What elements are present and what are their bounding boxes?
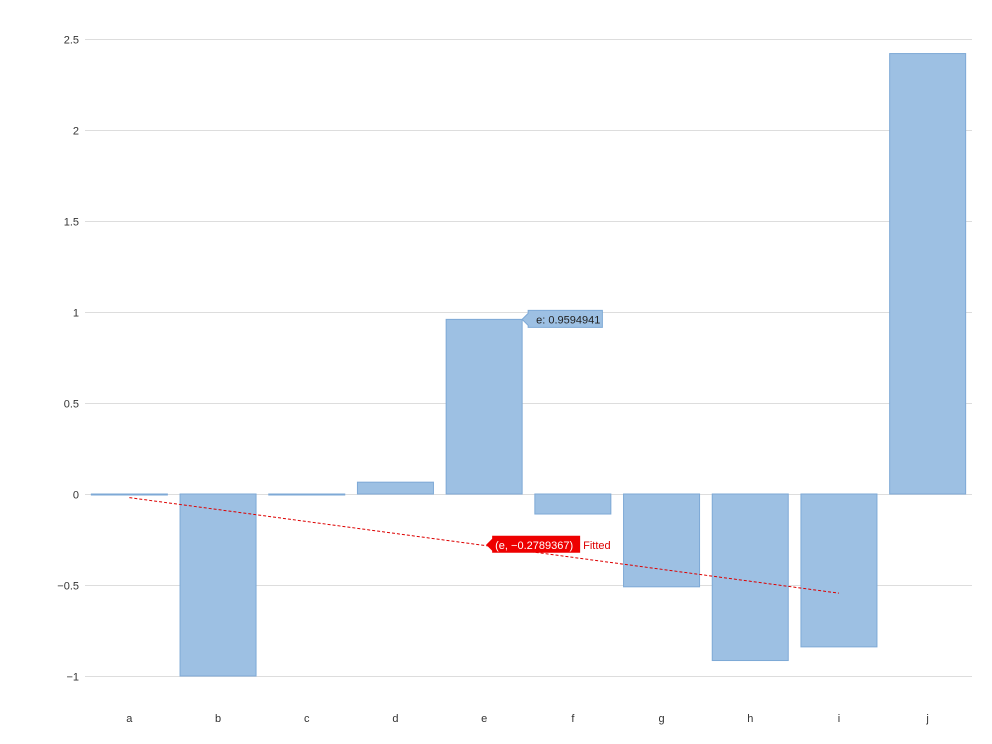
x-tick-label: g <box>658 713 664 725</box>
bar-tooltip-text: e: 0.9594941 <box>536 314 600 326</box>
bar-g[interactable] <box>623 493 701 588</box>
y-tick-label: 0 <box>73 490 79 502</box>
x-tick-label: d <box>392 713 398 725</box>
x-tick-label: b <box>215 713 221 725</box>
y-tick-label: 2.5 <box>64 35 79 47</box>
y-tick-label: 2 <box>73 126 79 138</box>
x-tick-label: c <box>304 713 310 725</box>
x-tick-label: e <box>481 713 487 725</box>
fitted-line-layer <box>129 497 840 594</box>
y-tick-label: 1 <box>73 308 79 320</box>
bar-a[interactable] <box>90 493 168 496</box>
bar-i[interactable] <box>800 493 878 648</box>
fit-tooltip-label: Fitted <box>583 540 611 552</box>
bars <box>90 53 967 677</box>
fit-tooltip-text: (e, −0.2789367) <box>495 540 573 552</box>
bar-value-tooltip: e: 0.9594941 <box>521 309 603 328</box>
x-axis: a b c d e f g h i j <box>126 713 929 725</box>
fitted-line <box>129 497 840 594</box>
y-tick-label: 1.5 <box>64 217 79 229</box>
x-tick-label: a <box>126 713 133 725</box>
y-tick-label: −1 <box>66 672 79 684</box>
y-tick-label: −0.5 <box>57 581 79 593</box>
bar-f[interactable] <box>534 493 612 515</box>
x-tick-label: j <box>925 713 928 725</box>
x-tick-label: h <box>747 713 753 725</box>
x-tick-label: i <box>838 713 840 725</box>
x-tick-label: f <box>571 713 575 725</box>
y-axis: −1 −0.5 0 0.5 1 1.5 2 2.5 <box>57 35 79 684</box>
bar-d[interactable] <box>356 481 434 495</box>
bar-c[interactable] <box>268 493 346 496</box>
bar-j[interactable] <box>889 53 967 495</box>
y-tick-label: 0.5 <box>64 399 79 411</box>
bar-e[interactable] <box>445 318 523 495</box>
bar-tooltip-background <box>521 309 603 328</box>
fitted-value-tooltip: (e, −0.2789367) Fitted <box>486 535 611 553</box>
fit-tooltip-background <box>486 535 581 553</box>
bar-b[interactable] <box>179 493 257 677</box>
bar-h[interactable] <box>711 493 789 662</box>
